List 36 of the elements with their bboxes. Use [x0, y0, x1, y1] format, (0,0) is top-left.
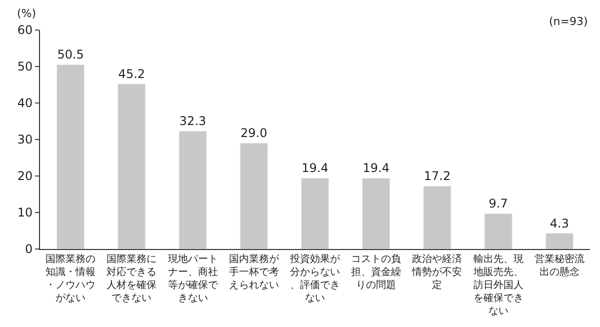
bar: [301, 178, 329, 249]
x-tick-label: 投資効果が分からない、評価できない: [289, 253, 341, 304]
bar: [423, 186, 452, 249]
y-tick-label: 0: [24, 242, 33, 256]
bar: [56, 64, 85, 249]
bar: [118, 84, 146, 249]
x-tick-label: 国際業務の知識・情報・ノウハウがない: [46, 253, 96, 304]
y-tick-label: 20: [17, 169, 33, 184]
x-tick-label: 国内業務が手一杯で考えられない: [228, 253, 280, 291]
data-label: 9.7: [488, 196, 508, 211]
y-tick-label: 40: [17, 96, 33, 110]
text: (n=93): [549, 15, 588, 28]
x-tick-label: 輸出先、現地販売先、訪日外国人を確保できない: [472, 253, 524, 317]
bar: [178, 130, 207, 249]
data-label: 19.4: [302, 161, 328, 176]
x-tick-label: 国際業務に対応できる人材を確保できない: [106, 253, 157, 304]
bar: [362, 178, 390, 249]
y-axis-title: (%): [17, 7, 36, 20]
data-label: 4.3: [550, 216, 569, 230]
bar: [240, 142, 268, 249]
bar: [545, 233, 574, 249]
x-tick-label: コストの負担、資金繰りの問題: [351, 253, 402, 291]
y-tick-label: 30: [17, 132, 33, 147]
x-tick-label: 現地パートナー、商社等が確保できない: [168, 253, 219, 304]
data-label: 17.2: [424, 169, 451, 184]
data-label: 19.4: [362, 161, 390, 176]
y-tick-label: 50: [17, 60, 33, 74]
y-tick-label: 10: [17, 206, 33, 220]
data-label: 32.3: [179, 114, 206, 128]
x-tick-label: 営業秘密流出の懸念: [534, 253, 584, 278]
bar: [484, 213, 512, 249]
data-label: 50.5: [57, 48, 84, 62]
x-tick-label: 政治や経済情勢が不安定: [411, 253, 462, 291]
data-label: 29.0: [240, 126, 268, 140]
y-tick-label: 60: [17, 23, 33, 38]
data-label: 45.2: [118, 67, 146, 82]
